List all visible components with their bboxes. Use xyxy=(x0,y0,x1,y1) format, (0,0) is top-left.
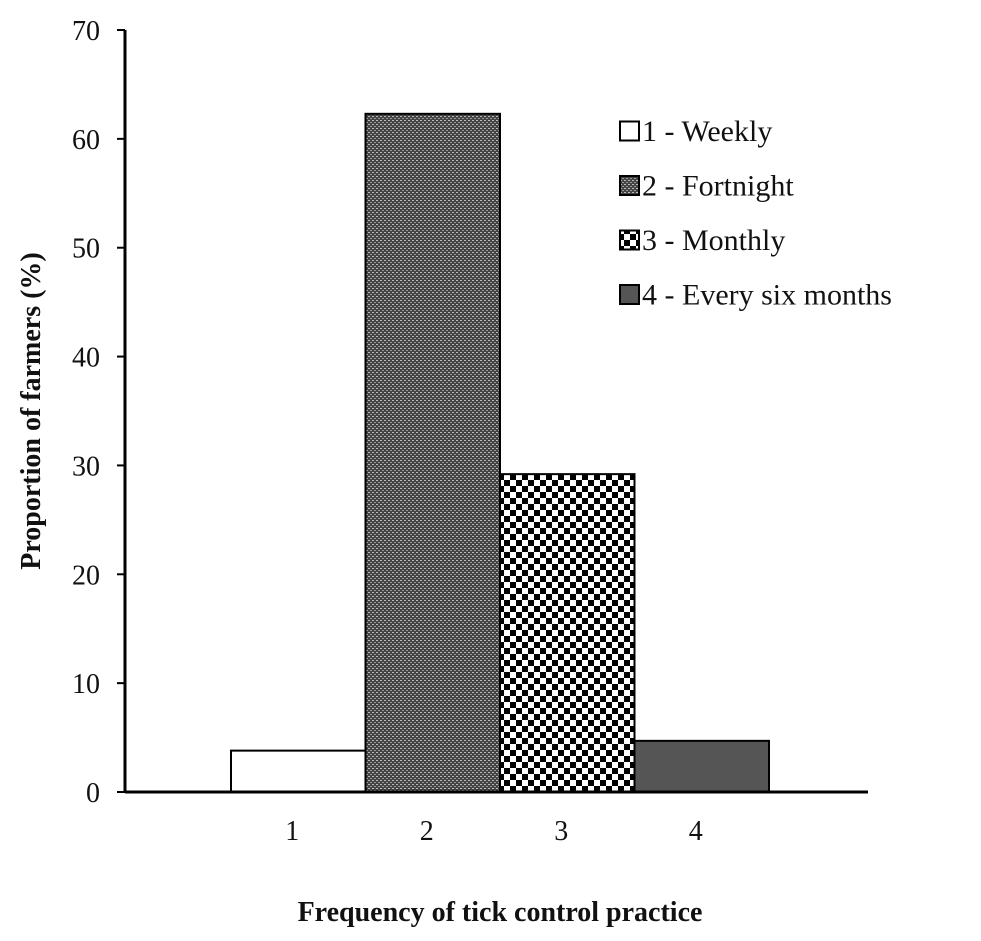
y-axis-title: Proportion of farmers (%) xyxy=(16,252,47,570)
bar-3 xyxy=(499,473,636,793)
legend-label: 4 - Every six months xyxy=(642,279,892,312)
legend-swatch xyxy=(619,175,640,196)
x-tick-label: 3 xyxy=(554,816,568,847)
y-tick-label: 70 xyxy=(72,16,100,47)
legend-label: 3 - Monthly xyxy=(642,224,785,257)
legend: 1 - Weekly 2 - Fortnight 3 - Monthly 4 - Ev… xyxy=(619,115,892,312)
x-tick-label: 4 xyxy=(689,816,703,847)
x-axis-title: Frequency of tick control practice xyxy=(298,897,703,928)
y-tick-label: 50 xyxy=(72,234,100,265)
bar-2 xyxy=(364,112,501,793)
y-tick-label: 0 xyxy=(86,778,100,809)
bar-1 xyxy=(230,749,367,793)
legend-item: 3 - Monthly xyxy=(619,224,785,257)
legend-item: 1 - Weekly xyxy=(619,115,772,148)
y-tick-label: 10 xyxy=(72,669,100,700)
legend-label: 2 - Fortnight xyxy=(642,170,794,203)
bar-4 xyxy=(633,739,770,794)
y-tick-label: 40 xyxy=(72,343,100,374)
legend-item: 2 - Fortnight xyxy=(619,170,794,203)
y-tick-label: 60 xyxy=(72,125,100,156)
x-tick-label: 1 xyxy=(285,816,299,847)
legend-label: 1 - Weekly xyxy=(642,115,772,148)
legend-swatch xyxy=(619,284,640,305)
y-tick-label: 30 xyxy=(72,451,100,482)
x-tick-label: 2 xyxy=(420,816,434,847)
legend-swatch xyxy=(619,120,640,142)
y-tick-label: 20 xyxy=(72,560,100,591)
legend-item: 4 - Every six months xyxy=(619,279,892,312)
bars xyxy=(230,112,770,794)
legend-swatch xyxy=(619,229,640,251)
